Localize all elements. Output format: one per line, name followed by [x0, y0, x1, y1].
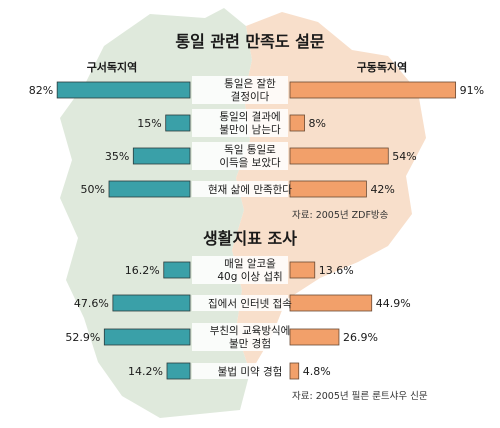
data-label-west: 52.9%: [65, 331, 100, 344]
category-label: 현재 삶에 만족한다: [208, 184, 292, 196]
category-label-box: [192, 363, 288, 379]
left-region-header: 구서독지역: [87, 60, 138, 74]
category-label: 매일 알코올: [224, 257, 276, 270]
data-label-west: 47.6%: [74, 297, 109, 310]
bar-west: [163, 261, 191, 279]
data-label-east: 13.6%: [319, 264, 354, 277]
category-label: 이득을 보았다: [219, 157, 281, 169]
category-label: 부친의 교육방식에: [210, 325, 291, 337]
data-label-east: 4.8%: [303, 365, 331, 378]
bar-east: [289, 114, 305, 132]
data-label-west: 82%: [29, 84, 53, 97]
category-label: 불만이 남는다: [219, 124, 281, 136]
source-note: 자료: 2005년 필른 룬트샤우 신문: [292, 390, 428, 402]
bar-west: [56, 81, 191, 99]
category-label: 불법 미약 경험: [218, 365, 283, 378]
data-label-east: 44.9%: [376, 297, 411, 310]
bar-east: [289, 81, 457, 99]
category-label-box: [192, 256, 288, 284]
category-label-box: [192, 76, 288, 104]
right-region-header: 구동독지역: [357, 60, 408, 74]
category-label: 결정이다: [231, 91, 270, 103]
section-title: 생활지표 조사: [203, 229, 297, 248]
bar-west: [132, 147, 191, 165]
data-label-east: 54%: [392, 150, 416, 163]
category-label: 통일은 잘한: [224, 77, 276, 90]
data-label-west: 16.2%: [125, 264, 160, 277]
data-label-west: 15%: [137, 117, 161, 130]
category-label: 40g 이상 섭취: [217, 271, 282, 283]
category-label-box: [192, 181, 288, 197]
section-title: 통일 관련 만족도 설문: [175, 32, 324, 51]
data-label-west: 14.2%: [128, 365, 163, 378]
bar-west: [166, 362, 191, 380]
source-note: 자료: 2005년 ZDF방송: [292, 210, 389, 221]
category-label-box: [192, 323, 288, 351]
data-label-east: 26.9%: [343, 331, 378, 344]
category-label-box: [192, 142, 288, 170]
data-label-east: 8%: [309, 117, 326, 130]
bar-east: [289, 362, 300, 380]
data-label-east: 42%: [370, 183, 394, 196]
bar-east: [289, 147, 389, 165]
category-label: 독일 통일로: [224, 143, 276, 156]
data-label-west: 50%: [81, 183, 105, 196]
bar-west: [112, 294, 191, 312]
bar-west: [103, 328, 191, 346]
data-label-east: 91%: [460, 84, 484, 97]
bar-west: [108, 180, 191, 198]
bar-east: [289, 180, 367, 198]
category-label-box: [192, 295, 288, 311]
data-label-west: 35%: [105, 150, 129, 163]
bar-west: [165, 114, 191, 132]
category-label: 불만 경험: [229, 337, 271, 350]
category-label-box: [192, 109, 288, 137]
bar-east: [289, 261, 316, 279]
bar-east: [289, 294, 373, 312]
category-label: 통일의 결과에: [219, 110, 280, 123]
category-label: 집에서 인터넷 접속: [208, 298, 292, 310]
bar-east: [289, 328, 340, 346]
